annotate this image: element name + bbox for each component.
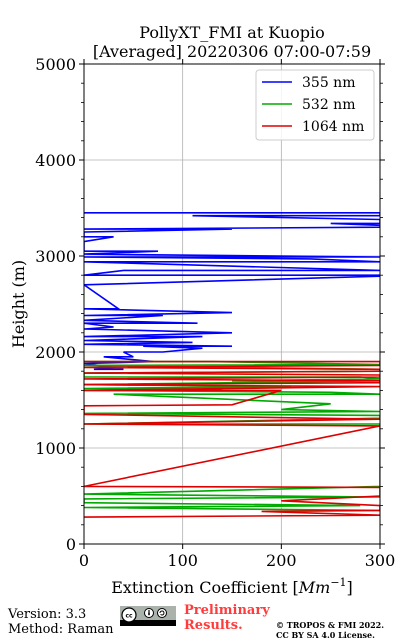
- preliminary-line-1: Preliminary: [184, 603, 270, 618]
- y-tick-label: 3000: [35, 247, 76, 266]
- y-tick-label: 4000: [35, 151, 76, 170]
- legend-label-1064: 1064 nm: [302, 119, 364, 135]
- copyright-line-1: © TROPOS & FMI 2022.: [276, 620, 385, 630]
- legend-frame: [255, 69, 375, 141]
- x-axis-label: Extinction Coefficient [Mm−1]: [111, 576, 353, 597]
- preliminary-line-2: Results.: [184, 618, 243, 633]
- y-axis-label: Height (m): [9, 260, 28, 348]
- legend-label-355: 355 nm: [302, 75, 355, 91]
- x-axis-label-text: Extinction Coefficient [: [111, 578, 299, 597]
- cc-by-sa-icon: cc: [120, 606, 176, 626]
- series-line-532-nm: [84, 360, 380, 512]
- legend: 355 nm 532 nm 1064 nm: [255, 69, 375, 141]
- x-tick-label: 300: [365, 551, 396, 570]
- y-tick-label: 2000: [35, 343, 76, 362]
- x-tick-label: 0: [79, 551, 89, 570]
- y-tick-label: 5000: [35, 55, 76, 74]
- legend-label-532: 532 nm: [302, 97, 355, 113]
- preliminary-notice: Preliminary Results.: [184, 603, 270, 633]
- x-axis-unit: Mm: [298, 578, 331, 597]
- x-axis-label-close: ]: [347, 578, 353, 597]
- x-axis-unit-exponent: −1: [330, 576, 346, 589]
- svg-text:cc: cc: [125, 613, 133, 620]
- version-text: Version: 3.3: [8, 607, 87, 622]
- chart-subtitle: [Averaged] 20220306 07:00-07:59: [93, 42, 371, 61]
- copyright-line-2: CC BY SA 4.0 License.: [276, 630, 375, 640]
- x-tick-label: 200: [266, 551, 297, 570]
- series-line-1064-nm: [84, 360, 380, 518]
- series-lines: [84, 212, 380, 518]
- y-tick-label: 0: [66, 535, 76, 554]
- method-text: Method: Raman: [8, 622, 114, 637]
- plot-frame: [83, 63, 381, 545]
- series-line-355-nm: [84, 212, 380, 371]
- x-tick-label: 100: [167, 551, 198, 570]
- chart-title: PollyXT_FMI at Kuopio: [139, 23, 325, 42]
- y-tick-label: 1000: [35, 439, 76, 458]
- copyright-notice: © TROPOS & FMI 2022. CC BY SA 4.0 Licens…: [276, 620, 384, 640]
